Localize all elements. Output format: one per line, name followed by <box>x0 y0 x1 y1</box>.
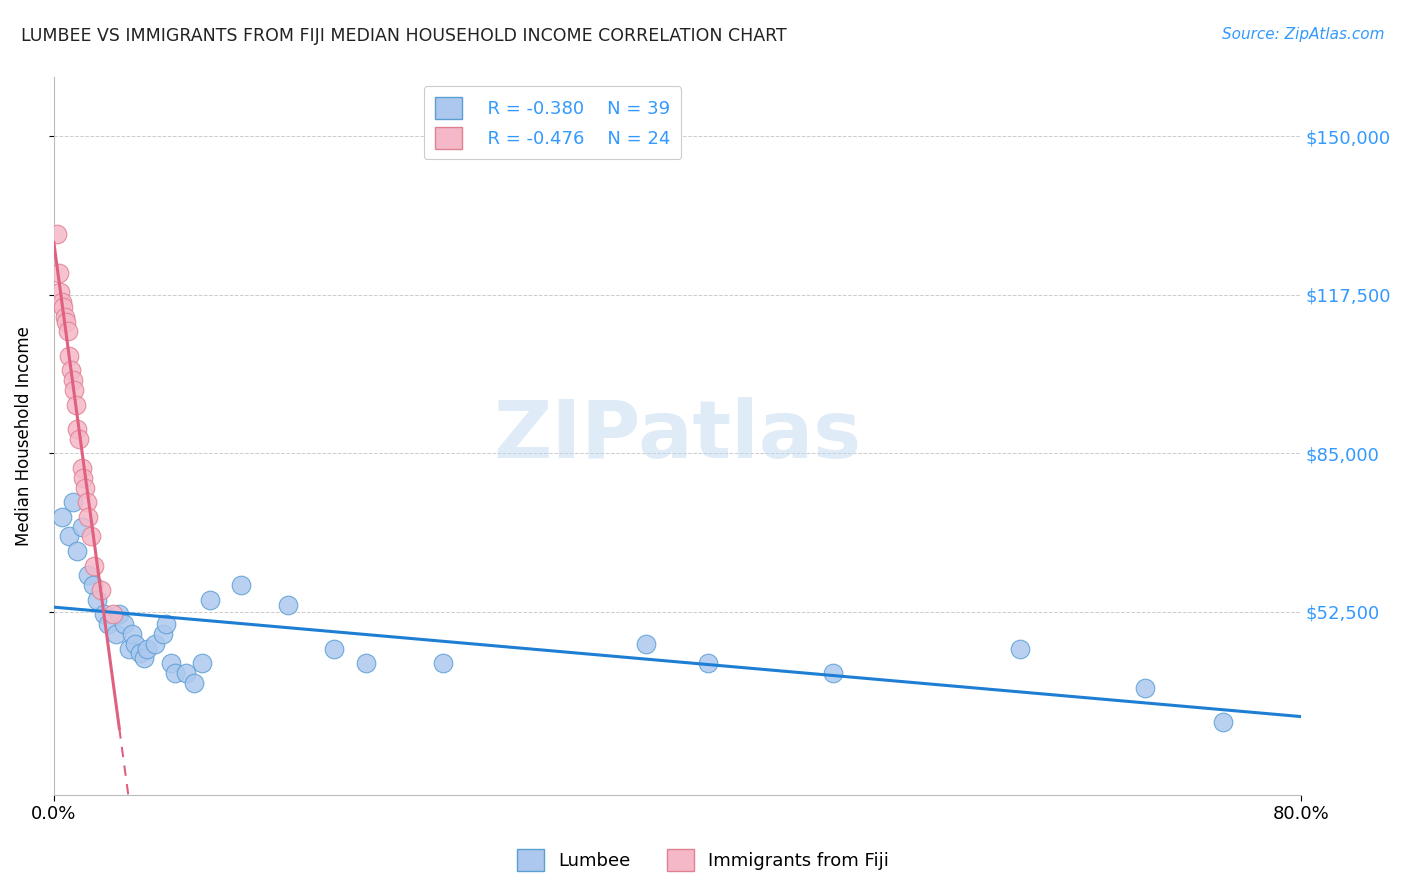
Point <box>323 641 346 656</box>
Point <box>80 529 103 543</box>
Point <box>136 641 159 656</box>
Point <box>51 295 73 310</box>
Point <box>121 627 143 641</box>
Point <box>124 637 146 651</box>
Point <box>191 657 214 671</box>
Point <box>56 324 79 338</box>
Point <box>97 617 120 632</box>
Point <box>70 461 93 475</box>
Point <box>152 627 174 641</box>
Point <box>66 422 89 436</box>
Point <box>101 607 124 622</box>
Point <box>86 592 108 607</box>
Point <box>48 266 70 280</box>
Point <box>62 373 84 387</box>
Point <box>59 363 82 377</box>
Point <box>1010 641 1032 656</box>
Point <box>72 471 94 485</box>
Point <box>176 666 198 681</box>
Point <box>354 657 377 671</box>
Point <box>93 607 115 622</box>
Point <box>432 657 454 671</box>
Text: Source: ZipAtlas.com: Source: ZipAtlas.com <box>1222 27 1385 42</box>
Point <box>70 519 93 533</box>
Point <box>65 397 87 411</box>
Point <box>66 544 89 558</box>
Point <box>117 641 139 656</box>
Point <box>697 657 720 671</box>
Point <box>183 675 205 690</box>
Point <box>83 558 105 573</box>
Y-axis label: Median Household Income: Median Household Income <box>15 326 32 546</box>
Legend:   R = -0.380    N = 39,   R = -0.476    N = 24: R = -0.380 N = 39, R = -0.476 N = 24 <box>423 87 682 160</box>
Point <box>82 578 104 592</box>
Point <box>49 285 72 300</box>
Point <box>76 495 98 509</box>
Point <box>128 647 150 661</box>
Point <box>155 617 177 632</box>
Point <box>58 529 80 543</box>
Point <box>636 637 658 651</box>
Point <box>108 607 131 622</box>
Point <box>277 598 299 612</box>
Point <box>1212 714 1234 729</box>
Point <box>90 582 112 597</box>
Point <box>1133 681 1156 695</box>
Point <box>143 637 166 651</box>
Legend: Lumbee, Immigrants from Fiji: Lumbee, Immigrants from Fiji <box>509 842 897 879</box>
Text: LUMBEE VS IMMIGRANTS FROM FIJI MEDIAN HOUSEHOLD INCOME CORRELATION CHART: LUMBEE VS IMMIGRANTS FROM FIJI MEDIAN HO… <box>21 27 787 45</box>
Point <box>46 227 69 241</box>
Point <box>67 432 90 446</box>
Point <box>134 651 156 665</box>
Point <box>198 592 221 607</box>
Point <box>165 666 187 681</box>
Point <box>52 300 75 314</box>
Point <box>77 568 100 582</box>
Point <box>73 481 96 495</box>
Point <box>77 509 100 524</box>
Text: ZIPatlas: ZIPatlas <box>494 397 862 475</box>
Point <box>51 509 73 524</box>
Point <box>823 666 845 681</box>
Point <box>53 310 76 324</box>
Point <box>159 657 181 671</box>
Point <box>229 578 252 592</box>
Point <box>62 495 84 509</box>
Point <box>63 383 86 397</box>
Point <box>105 627 128 641</box>
Point <box>55 314 77 328</box>
Point <box>112 617 135 632</box>
Point <box>58 349 80 363</box>
